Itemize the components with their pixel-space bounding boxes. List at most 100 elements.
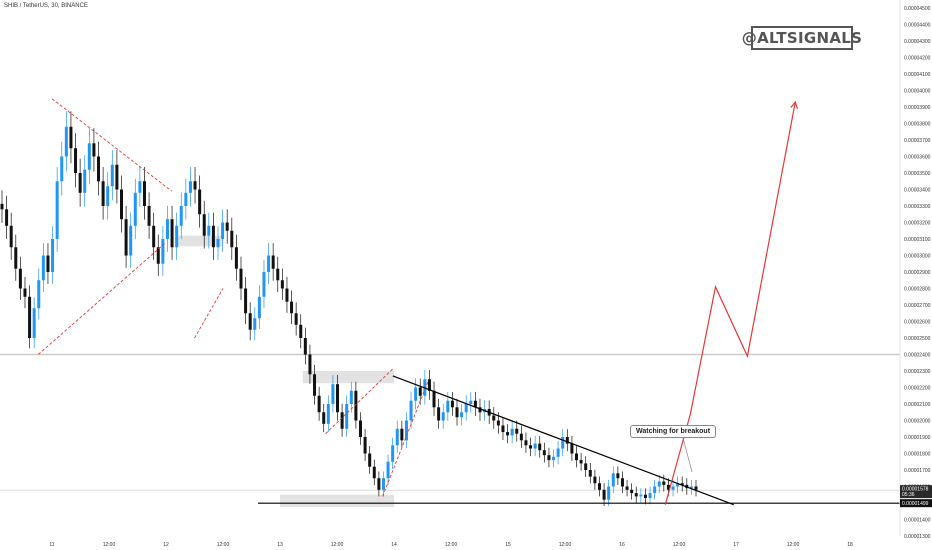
highlight-zones	[177, 235, 394, 507]
candle-body	[565, 437, 569, 444]
candle-body	[313, 374, 317, 396]
candle-body	[524, 440, 528, 446]
candle-body	[28, 296, 32, 338]
candle-body	[515, 428, 519, 434]
candle-body	[418, 387, 422, 396]
x-tick-label: 12:00	[673, 542, 686, 548]
candle-body	[639, 494, 643, 497]
x-tick-label: 11	[49, 542, 54, 548]
red-trendline	[194, 288, 224, 339]
candle-body	[253, 318, 257, 330]
candle-body	[368, 453, 372, 467]
candle-body	[124, 219, 128, 256]
candle-body	[211, 225, 215, 248]
candle-body	[469, 400, 473, 404]
y-tick-label: 0.00004000	[904, 89, 931, 95]
candle-body	[280, 280, 284, 289]
candle-body	[593, 476, 597, 484]
x-tick-label: 12:00	[103, 542, 116, 548]
trendlines	[38, 98, 900, 506]
candle-body	[533, 443, 537, 449]
y-tick-label: 0.00002000	[904, 419, 931, 425]
candle-body	[620, 478, 624, 487]
y-tick-label: 0.00002600	[904, 320, 931, 326]
breakout-annotation: Watching for breakout	[630, 425, 717, 438]
x-tick-label: 12:00	[787, 542, 800, 548]
y-tick-label: 0.00004200	[904, 56, 931, 62]
candle-body	[9, 225, 13, 248]
y-tick-label: 0.00002900	[904, 270, 931, 276]
candle-body	[437, 407, 441, 421]
candle-body	[87, 143, 91, 170]
candle-body	[547, 455, 551, 461]
descending-trendline	[392, 375, 734, 506]
candle-body	[170, 219, 174, 248]
y-tick-label: 0.00004500	[904, 6, 931, 12]
x-tick-label: 12:00	[217, 542, 230, 548]
red-trendline	[325, 367, 395, 435]
candle-body	[60, 156, 64, 182]
candle-body	[561, 437, 565, 449]
candle-body	[115, 164, 119, 190]
y-tick-label: 0.00003600	[904, 155, 931, 161]
candle-body	[207, 225, 211, 236]
y-tick-label: 0.00003700	[904, 138, 931, 144]
candle-body	[345, 404, 349, 429]
candle-body	[37, 280, 41, 309]
candle-body	[230, 230, 234, 248]
candle-body	[64, 126, 68, 157]
y-tick-label: 0.00002400	[904, 353, 931, 359]
candle-body	[271, 255, 275, 269]
candle-body	[331, 384, 335, 404]
y-tick-label: 0.00001700	[904, 468, 931, 474]
candle-body	[138, 181, 142, 193]
candle-body	[575, 453, 579, 461]
candle-body	[322, 412, 326, 424]
candle-body	[165, 219, 169, 239]
candle-body	[244, 288, 248, 314]
y-tick-label: 0.00003500	[904, 171, 931, 177]
candle-body	[32, 308, 36, 338]
highlight-zone	[280, 494, 394, 507]
candle-body	[386, 461, 390, 479]
candle-body	[666, 484, 670, 490]
last-price-label: 0.00001578	[902, 487, 929, 493]
candle-body	[381, 478, 385, 490]
candle-body	[152, 225, 156, 248]
candle-body	[372, 466, 376, 479]
candle-body	[161, 239, 165, 264]
candle-body	[363, 437, 367, 454]
candle-body	[248, 313, 252, 330]
y-tick-label: 0.00001300	[904, 534, 931, 540]
last-price-tag	[900, 485, 932, 499]
red-trendline	[51, 98, 172, 192]
candle-body	[450, 400, 454, 408]
candle-body	[657, 481, 661, 487]
candle-body	[92, 143, 96, 157]
candle-body	[184, 192, 188, 206]
symbol-title: SHIB / TetherUS, 30, BINANCE	[4, 3, 88, 9]
candle-body	[326, 404, 330, 424]
candle-body	[285, 288, 289, 302]
candle-body	[464, 404, 468, 413]
candle-body	[414, 387, 418, 401]
candle-body	[616, 473, 620, 479]
candle-body	[597, 483, 601, 490]
candle-body	[262, 272, 266, 297]
candle-body	[473, 400, 477, 408]
candle-body	[556, 448, 560, 457]
candle-body	[680, 483, 684, 485]
candle-body	[519, 433, 523, 441]
candle-body	[336, 384, 340, 413]
candle-body	[588, 470, 592, 477]
candle-body	[303, 338, 307, 355]
y-tick-label: 0.00003000	[904, 254, 931, 260]
support-label: 0.00001499	[902, 501, 929, 507]
y-tick-label: 0.00003900	[904, 105, 931, 111]
candle-body	[340, 412, 344, 429]
candle-body	[400, 428, 404, 441]
candle-body	[676, 483, 680, 487]
candle-body	[584, 463, 588, 470]
price-axis: 0.00004500 0.00004400 0.00004300 0.00004200…	[899, 0, 932, 540]
